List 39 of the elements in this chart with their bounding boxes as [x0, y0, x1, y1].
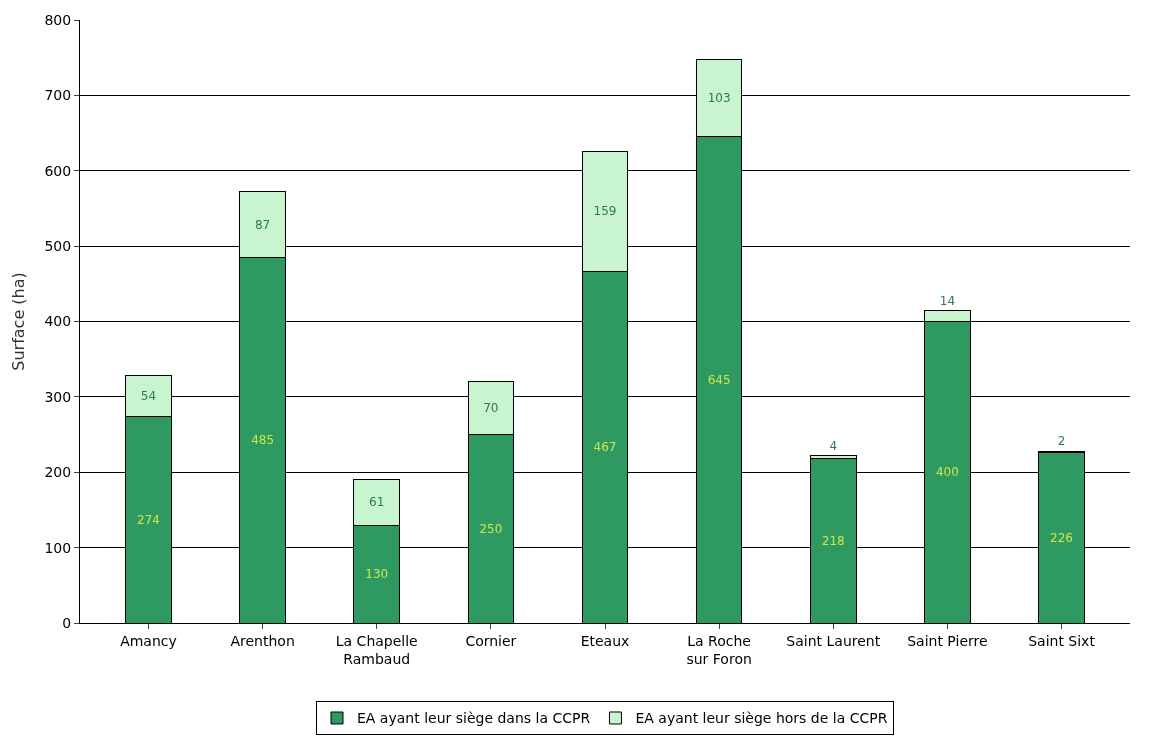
- legend-label: EA ayant leur siège dans la CCPR: [357, 710, 591, 727]
- x-tick-label: Arenthon: [230, 632, 295, 649]
- data-label: 14: [939, 293, 956, 308]
- y-tick-label: 600: [44, 162, 72, 179]
- data-label: 54: [140, 389, 157, 404]
- data-label: 218: [821, 533, 845, 548]
- y-tick-label: 300: [44, 388, 72, 405]
- y-tick-label: 100: [44, 539, 72, 556]
- y-tick-label: 400: [44, 313, 72, 330]
- y-tick-label: 800: [44, 11, 72, 28]
- data-label: 2: [1057, 434, 1066, 449]
- y-tick-label: 0: [62, 614, 72, 631]
- y-tick-label: 700: [44, 87, 72, 104]
- y-tick-label: 500: [44, 238, 72, 255]
- data-label: 467: [593, 440, 617, 454]
- y-axis-title: Surface (ha): [9, 272, 29, 371]
- data-label: 61: [369, 495, 385, 510]
- data-label: 400: [935, 465, 959, 480]
- x-tick-label: Amancy: [120, 632, 177, 649]
- data-label: 103: [707, 91, 731, 106]
- data-label: 274: [137, 512, 160, 527]
- x-tick-label: Cornier: [465, 632, 517, 649]
- x-tick-label: Saint Sixt: [1028, 632, 1096, 649]
- y-tick-label: 200: [44, 464, 72, 481]
- data-label: 250: [479, 521, 503, 536]
- x-tick-label: Saint Laurent: [786, 632, 881, 649]
- data-label: 159: [593, 204, 617, 219]
- data-label: 485: [251, 433, 275, 448]
- data-label: 87: [254, 217, 271, 232]
- data-label: 130: [365, 567, 389, 582]
- data-label: 645: [707, 372, 731, 387]
- x-tick-label: La Chapelle Rambaud: [335, 632, 418, 667]
- data-label: 4: [829, 438, 838, 453]
- x-tick-label: Saint Pierre: [907, 632, 988, 649]
- x-tick-label: La Roche sur Foron: [686, 632, 752, 667]
- x-tick-label: Eteaux: [580, 632, 630, 649]
- legend-label: EA ayant leur siège hors de la CCPR: [635, 710, 888, 727]
- data-label: 70: [483, 401, 499, 416]
- data-label: 226: [1050, 530, 1073, 545]
